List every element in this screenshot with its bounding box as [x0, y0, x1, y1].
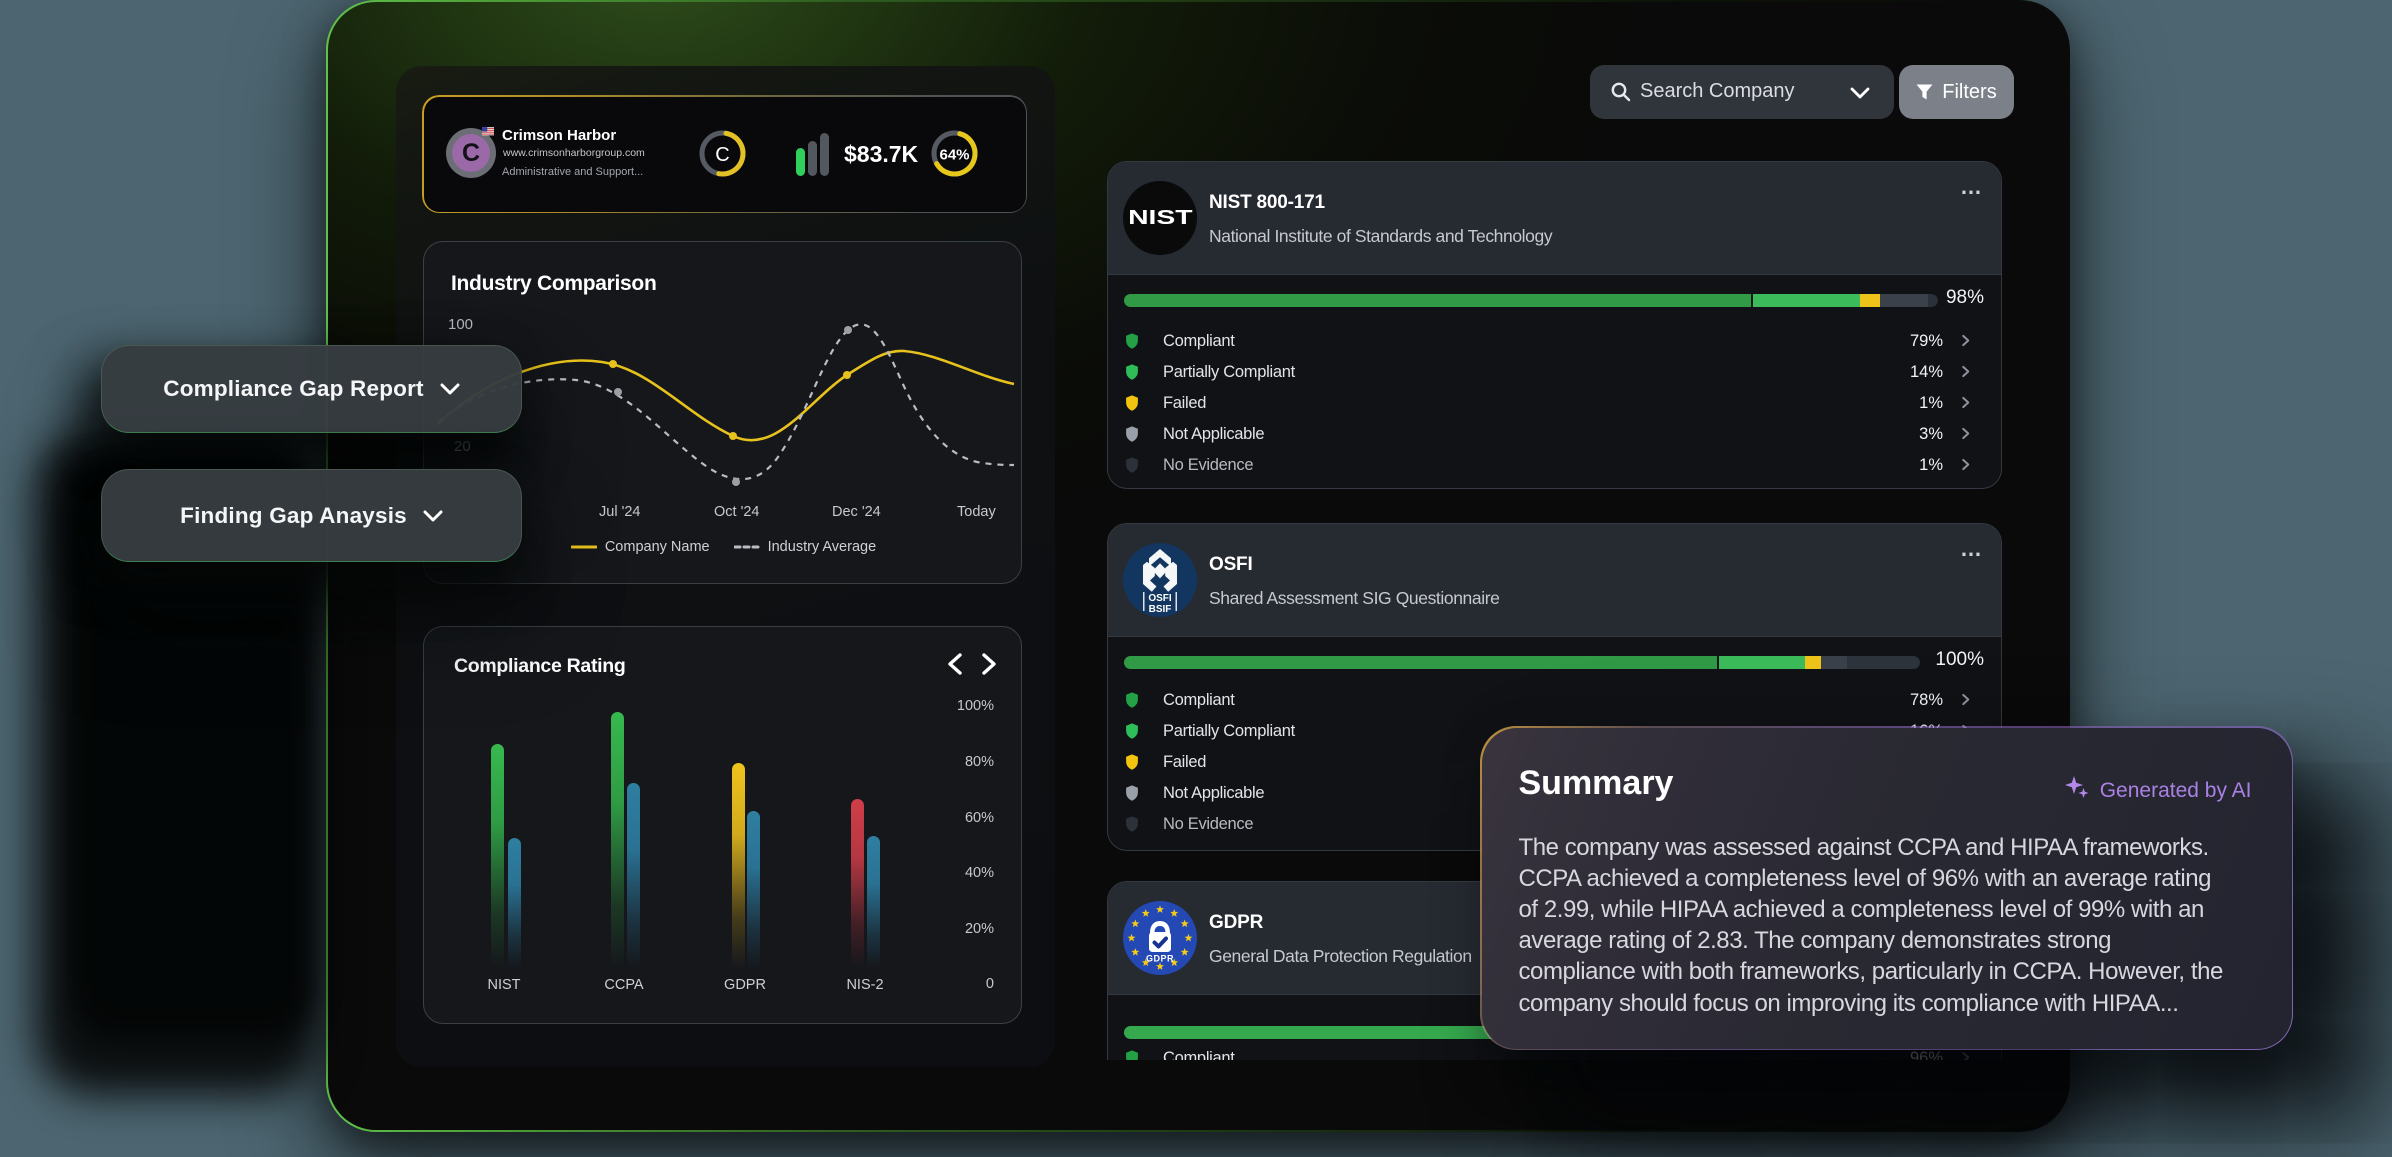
svg-text:GDPR: GDPR	[1146, 954, 1174, 964]
svg-text:OSFI: OSFI	[1148, 593, 1172, 604]
svg-text:C: C	[715, 144, 729, 166]
svg-text:64%: 64%	[939, 147, 969, 164]
svg-text:BSIF: BSIF	[1149, 604, 1172, 615]
